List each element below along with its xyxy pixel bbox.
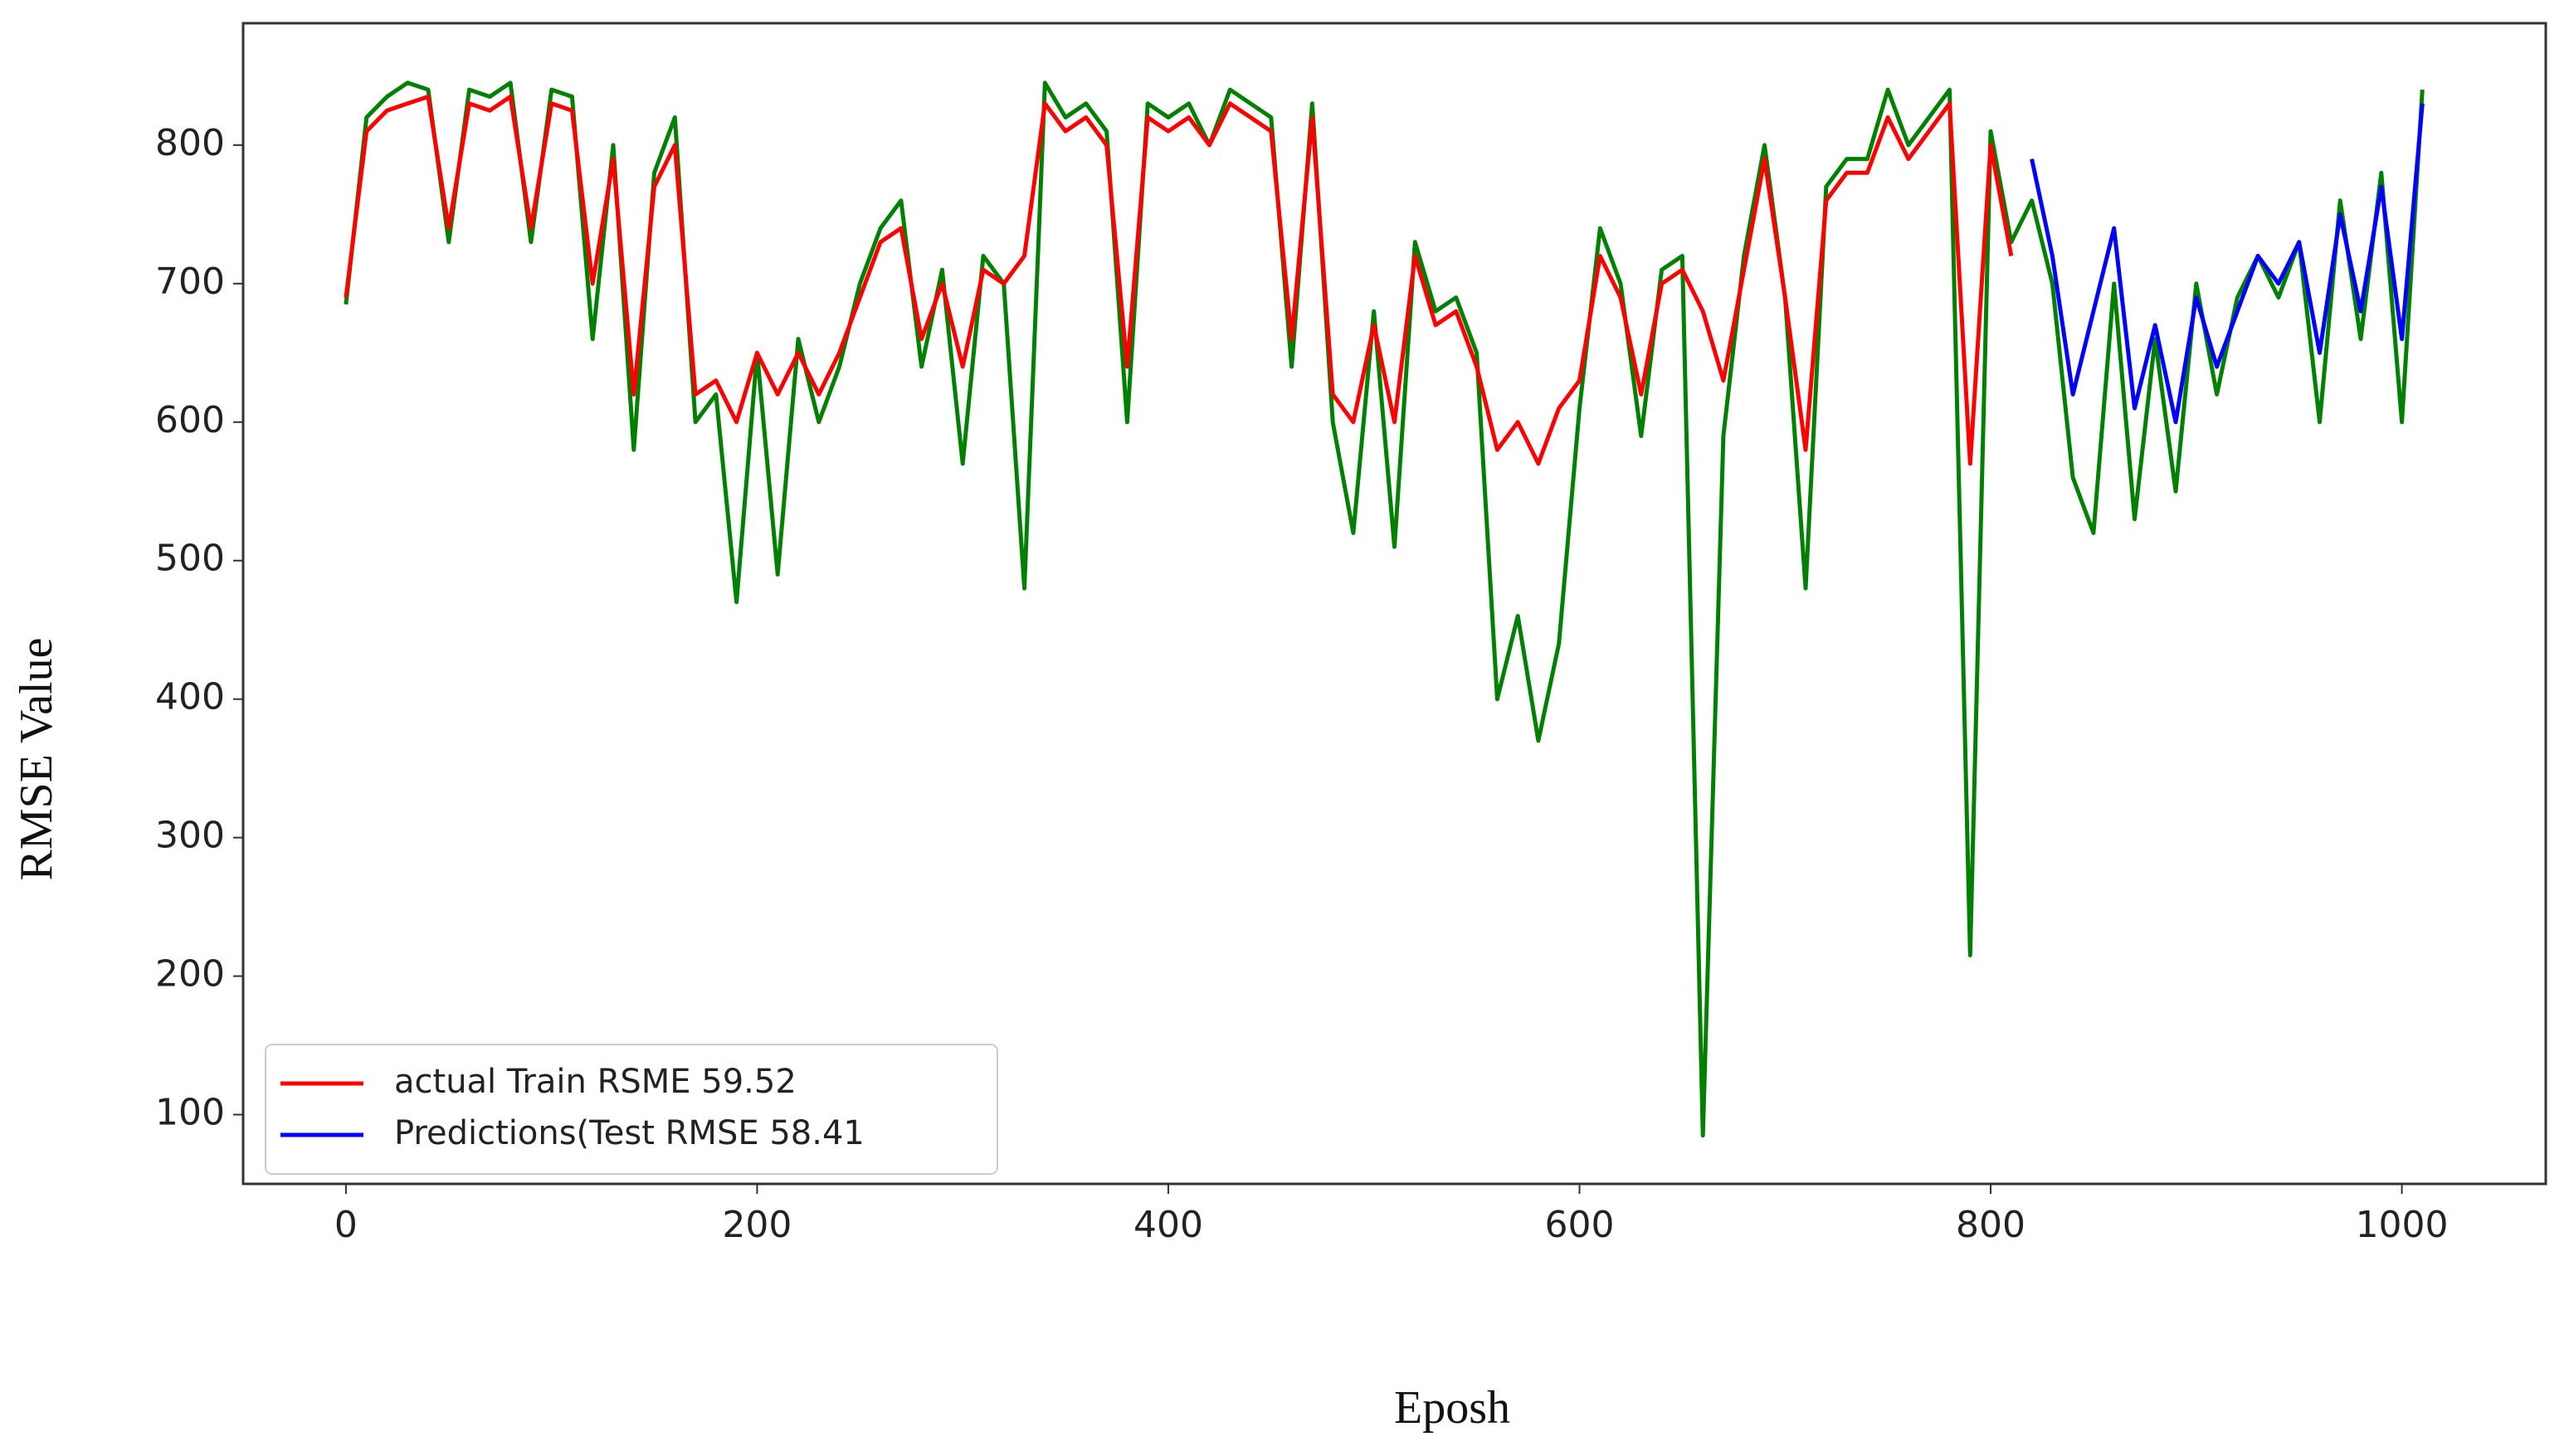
legend-label: Predictions(Test RMSE 58.41 bbox=[394, 1114, 865, 1152]
x-tick-label: 400 bbox=[1133, 1204, 1203, 1246]
y-tick-label: 800 bbox=[155, 122, 225, 164]
y-tick-label: 400 bbox=[155, 676, 225, 718]
plot-frame bbox=[241, 22, 2547, 1186]
x-tick-label: 800 bbox=[1956, 1204, 2025, 1246]
y-tick-label: 100 bbox=[155, 1092, 225, 1134]
legend-box bbox=[265, 1044, 998, 1175]
legend-label: actual Train RSME 59.52 bbox=[394, 1063, 797, 1101]
y-tick-label: 500 bbox=[155, 538, 225, 580]
x-tick-label: 200 bbox=[722, 1204, 792, 1246]
x-axis-label: Eposh bbox=[1394, 1382, 1510, 1434]
y-tick-label: 200 bbox=[155, 953, 225, 996]
line-series bbox=[344, 95, 2014, 466]
y-tick-label: 700 bbox=[155, 261, 225, 303]
x-tick-label: 1000 bbox=[2356, 1204, 2449, 1246]
y-tick-label: 300 bbox=[155, 815, 225, 857]
line-series bbox=[2030, 103, 2425, 425]
x-tick-label: 0 bbox=[334, 1204, 358, 1246]
x-tick-label: 600 bbox=[1544, 1204, 1614, 1246]
y-tick-label: 600 bbox=[155, 399, 225, 441]
y-axis-label: RMSE Value bbox=[11, 638, 62, 881]
